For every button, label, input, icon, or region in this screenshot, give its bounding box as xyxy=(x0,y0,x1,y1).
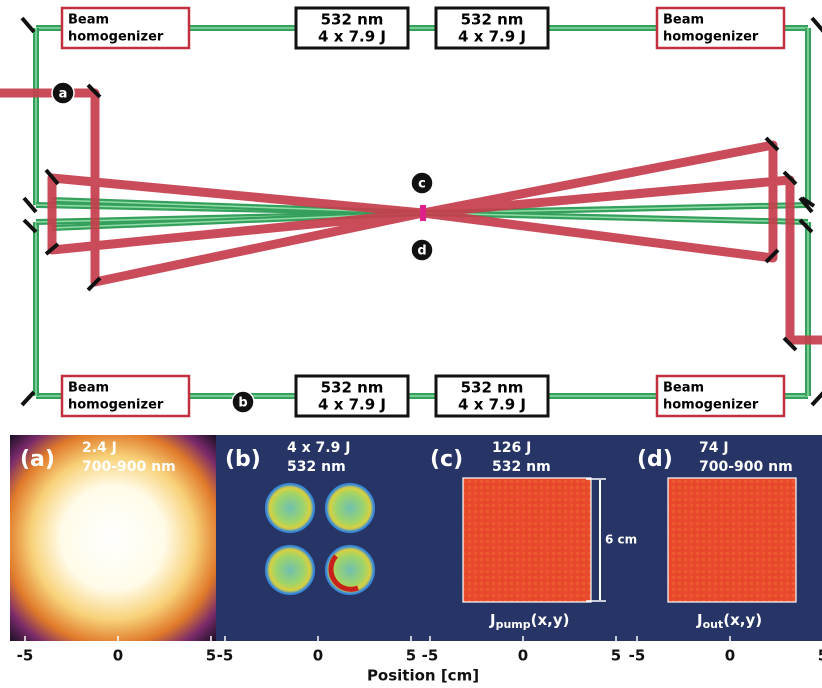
panel-label: (d) xyxy=(637,447,673,472)
pump-label: 4 x 7.9 J xyxy=(318,396,386,414)
map-label-rest: (x,y) xyxy=(531,611,570,629)
size-label: 6 cm xyxy=(605,533,637,547)
map-label-sub: out xyxy=(703,618,724,631)
tick-label: -5 xyxy=(422,647,439,665)
homogenizer-label: homogenizer xyxy=(663,30,759,45)
panel-label: (c) xyxy=(430,447,463,472)
tick-label: 5 xyxy=(818,647,822,665)
pump-spot xyxy=(266,546,314,594)
pump-label: 4 x 7.9 J xyxy=(458,396,526,414)
tick-label: 5 xyxy=(206,647,216,665)
panel-wavelength: 700-900 nm xyxy=(699,459,793,475)
fluence-map xyxy=(668,478,796,602)
panel-energy: 74 J xyxy=(699,440,729,456)
mirror xyxy=(22,18,34,32)
panel-energy: 126 J xyxy=(492,440,531,456)
map-label-rest: (x,y) xyxy=(723,611,762,629)
tick-label: -5 xyxy=(17,647,34,665)
figure: Beam homogenizer Beam homogenizer Beam homoge… xyxy=(0,0,822,688)
tick-label: 0 xyxy=(313,647,323,665)
pump-label: 532 nm xyxy=(321,379,384,397)
homogenizer-label: Beam xyxy=(663,381,704,396)
pump-label: 532 nm xyxy=(461,379,524,397)
homogenizer-label: homogenizer xyxy=(68,398,164,413)
tick-label: 0 xyxy=(113,647,123,665)
fluence-map xyxy=(463,478,591,602)
homogenizer-label: Beam xyxy=(68,381,109,396)
pump-spot xyxy=(266,484,314,532)
marker-label: b xyxy=(238,396,247,411)
x-axis-label: Position [cm] xyxy=(367,667,479,685)
homogenizer-label: homogenizer xyxy=(663,398,759,413)
panel-label: (a) xyxy=(20,447,55,472)
panel-wavelength: 700-900 nm xyxy=(82,459,176,475)
tick-label: 0 xyxy=(518,647,528,665)
tick-label: 0 xyxy=(725,647,735,665)
map-label-main: J xyxy=(489,611,496,629)
marker-label: a xyxy=(59,87,68,102)
panel-energy: 2.4 J xyxy=(82,440,117,456)
homogenizer-label: Beam xyxy=(663,13,704,28)
map-label-main: J xyxy=(696,611,703,629)
tick-label: 5 xyxy=(611,647,621,665)
tick-label: -5 xyxy=(629,647,646,665)
panel-label: (b) xyxy=(225,447,261,472)
map-label-sub: pump xyxy=(496,618,531,631)
pump-label: 532 nm xyxy=(461,11,524,29)
tick-label: -5 xyxy=(217,647,234,665)
marker-label: c xyxy=(418,177,426,192)
pump-label: 532 nm xyxy=(321,11,384,29)
mirror xyxy=(812,392,822,405)
panel-energy: 4 x 7.9 J xyxy=(287,440,350,456)
marker-label: d xyxy=(417,244,426,259)
tick-label: 5 xyxy=(406,647,416,665)
focus-spot xyxy=(420,205,426,221)
pump-label: 4 x 7.9 J xyxy=(318,28,386,46)
pump-label: 4 x 7.9 J xyxy=(458,28,526,46)
panel-wavelength: 532 nm xyxy=(287,459,346,475)
homogenizer-label: homogenizer xyxy=(68,30,164,45)
mirror xyxy=(812,18,822,32)
homogenizer-label: Beam xyxy=(68,13,109,28)
panel-wavelength: 532 nm xyxy=(492,459,551,475)
mirror xyxy=(22,392,34,405)
pump-spot xyxy=(326,484,374,532)
